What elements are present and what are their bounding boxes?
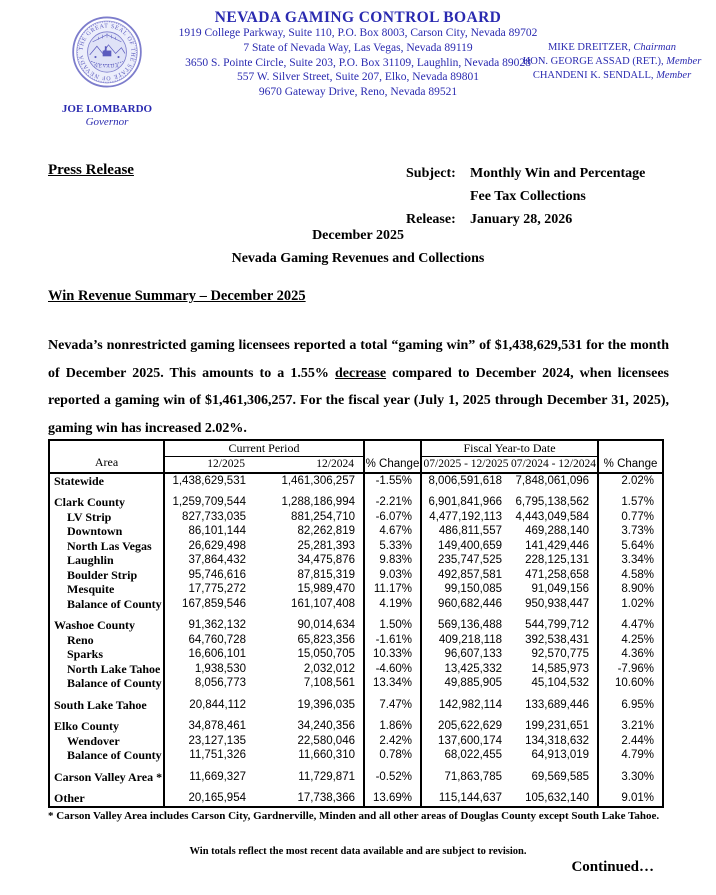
- board-member-name: CHANDENI K. SENDALL,: [532, 70, 654, 82]
- paragraph-part2: compared to December 2024, when licensee…: [48, 365, 669, 436]
- col-header-month-pct-change: % Change: [363, 440, 422, 473]
- agency-addresses: 1919 College Parkway, Suite 110, P.O. Bo…: [0, 26, 716, 100]
- table-row: South Lake Tahoe 20,844,112 19,396,035 7.47…: [49, 697, 663, 712]
- table-row: Statewide 1,438,629,531 1,461,306,257 -1.55…: [49, 472, 663, 488]
- address-line: 9670 Gateway Drive, Reno, Nevada 89521: [258, 86, 458, 99]
- table-row: Other 20,165,954 17,738,366 13.69% 115,144,6…: [49, 791, 663, 807]
- subject-spacer: [406, 185, 470, 208]
- table-row: Balance of County 11,751,326 11,660,310 0.7…: [49, 748, 663, 763]
- board-members-block: MIKE DREITZER, Chairman HON. GEORGE ASSA…: [510, 41, 714, 84]
- table-row: Balance of County 8,056,773 7,108,561 13.34…: [49, 676, 663, 691]
- governor-title: Governor: [85, 116, 129, 128]
- table-row: Wendover 23,127,135 22,580,046 2.42% 137,600…: [49, 733, 663, 748]
- col-header-fy-pct-change: % Change: [597, 440, 664, 473]
- col-header-area: Area: [49, 440, 165, 473]
- table-row: Clark County 1,259,709,544 1,288,186,994 -2…: [49, 495, 663, 510]
- board-member-title: Member: [663, 56, 702, 68]
- agency-name: NEVADA GAMING CONTROL BOARD: [214, 9, 502, 26]
- governor-name: JOE LOMBARDO: [61, 103, 153, 115]
- board-member-name: HON. GEORGE ASSAD (RET.),: [522, 56, 664, 68]
- board-member: CHANDENI K. SENDALL, Member: [510, 69, 714, 83]
- seal-inner-label: NEVADA: [94, 64, 120, 69]
- col-header-fytd-2024: 07/2024 - 12/2024: [511, 457, 596, 470]
- subject-value-line1: Monthly Win and Percentage: [470, 166, 646, 181]
- table-spacer-row: [49, 762, 663, 770]
- subject-label: Subject:: [406, 166, 456, 181]
- win-revenue-table: Area Current Period % Change Fiscal Year…: [48, 439, 665, 808]
- table-row: Carson Valley Area * 11,669,327 11,729,871…: [49, 769, 663, 784]
- paragraph-part1: Nevada’s nonrestricted gaming licensees …: [48, 338, 669, 381]
- table-row: Boulder Strip 95,746,616 87,815,319 9.03% 49…: [49, 567, 663, 582]
- table-row: Downtown 86,101,144 82,262,819 4.67% 486,811…: [49, 524, 663, 539]
- board-member-name: MIKE DREITZER,: [547, 42, 631, 53]
- subject-block: Subject: Monthly Win and Percentage Fee …: [406, 162, 645, 231]
- col-group-current-period: Current Period: [164, 440, 364, 457]
- col-header-fytd-2025: 07/2025 - 12/2025: [423, 457, 509, 470]
- table-row: Mesquite 17,775,272 15,989,470 11.17% 99,150…: [49, 582, 663, 597]
- section-heading: Win Revenue Summary – December 2025: [48, 288, 306, 304]
- carson-valley-footnote: * Carson Valley Area includes Carson Cit…: [48, 810, 660, 822]
- subject-value-line2: Fee Tax Collections: [470, 189, 586, 204]
- governor-block: JOE LOMBARDO Governor: [52, 103, 162, 129]
- table-row: Elko County 34,878,461 34,240,356 1.86% 205,…: [49, 719, 663, 734]
- nevada-state-seal-icon: THE GREAT SEAL OF THE STATE OF NEVADA NE…: [71, 15, 143, 89]
- col-group-fiscal-ytd: Fiscal Year-to Date: [421, 440, 599, 457]
- board-member-title: Chairman: [630, 42, 677, 53]
- table-row: Laughlin 37,864,432 34,475,876 9.83% 235,747…: [49, 553, 663, 568]
- board-member: MIKE DREITZER, Chairman: [510, 41, 714, 55]
- table-row: Reno 64,760,728 65,823,356 -1.61% 409,218,11…: [49, 632, 663, 647]
- table-spacer-row: [49, 712, 663, 719]
- address-line: 7 State of Nevada Way, Las Vegas, Nevada…: [243, 41, 473, 54]
- paragraph-underlined-word: decrease: [335, 365, 387, 381]
- summary-paragraph: Nevada’s nonrestricted gaming licensees …: [48, 332, 669, 442]
- col-header-dec-2025: 12/2025: [207, 457, 245, 470]
- table-spacer-row: [49, 488, 663, 495]
- board-member: HON. GEORGE ASSAD (RET.), Member: [510, 55, 714, 69]
- release-label: Release:: [406, 212, 456, 227]
- board-member-title: Member: [653, 70, 692, 82]
- state-seal-graphic: THE GREAT SEAL OF THE STATE OF NEVADA NE…: [72, 16, 142, 88]
- period-title: December 2025: [312, 228, 404, 243]
- table-spacer-row: [49, 690, 663, 698]
- col-header-dec-2024: 12/2024: [316, 457, 354, 470]
- address-line: 557 W. Silver Street, Suite 207, Elko, N…: [236, 71, 480, 84]
- table-row: LV Strip 827,733,035 881,254,710 -6.07% 4,47…: [49, 509, 663, 524]
- table-spacer-row: [49, 784, 663, 791]
- table-row: North Las Vegas 26,629,498 25,281,393 5.33%…: [49, 538, 663, 553]
- table-row: Washoe County 91,362,132 90,014,634 1.50% 56…: [49, 618, 663, 633]
- table-row: Sparks 16,606,101 15,050,705 10.33% 96,607,1…: [49, 647, 663, 662]
- table-row: Balance of County 167,859,546 161,107,408 4…: [49, 596, 663, 611]
- press-release-label: Press Release: [48, 162, 134, 178]
- address-line: 3650 S. Pointe Circle, Suite 203, P.O. B…: [185, 56, 531, 69]
- continued-label: Continued…: [571, 859, 654, 875]
- address-line: 1919 College Parkway, Suite 110, P.O. Bo…: [178, 27, 538, 39]
- release-date: January 28, 2026: [470, 212, 573, 227]
- report-title: Nevada Gaming Revenues and Collections: [231, 251, 485, 266]
- table-spacer-row: [49, 611, 663, 618]
- table-row: North Lake Tahoe 1,938,530 2,032,012 -4.60%…: [49, 661, 663, 676]
- revision-note: Win totals reflect the most recent data …: [189, 846, 527, 857]
